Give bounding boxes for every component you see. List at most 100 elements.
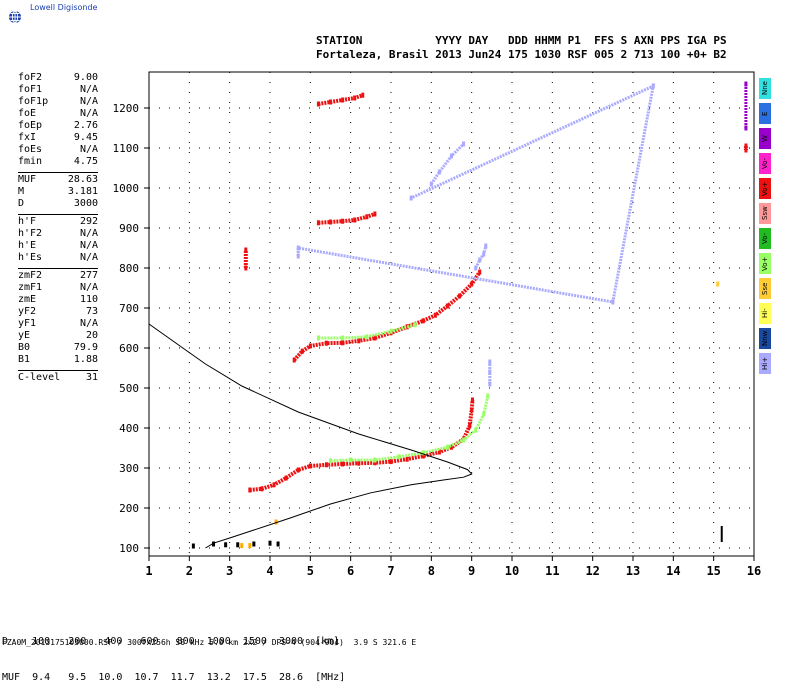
param-row: MUF 28.63 [18, 174, 98, 186]
x-tick-label: 7 [387, 564, 394, 578]
param-row: C-level 31 [18, 372, 98, 384]
param-row: zmF1 N/A [18, 282, 98, 294]
param-row: D 3000 [18, 198, 98, 210]
echo-point [462, 141, 466, 147]
echo-point [329, 458, 332, 464]
echo-point [244, 265, 248, 271]
param-label: zmF2 [18, 270, 43, 281]
param-value: 277 [79, 270, 98, 281]
echo-point [349, 457, 353, 463]
globe-icon [9, 10, 21, 24]
echo-point [373, 335, 377, 341]
echo-point [341, 218, 345, 224]
muf-frequency-row: MUF 9.4 9.5 10.0 10.7 11.7 13.2 17.5 28.… [2, 672, 346, 683]
echo-point [450, 153, 453, 159]
legend-swatch: Vo+ [759, 253, 771, 274]
echo-point [224, 542, 228, 548]
param-row: foF1 N/A [18, 84, 98, 96]
echo-point [316, 101, 320, 107]
legend-label: Sse [761, 282, 769, 295]
echo-point [248, 487, 252, 493]
param-label: MUF [18, 174, 37, 185]
legend-swatch: Hi+ [759, 353, 771, 374]
param-value: 110 [79, 294, 98, 305]
parameter-panel: foF2 9.00 foF1 N/A foF1p N/A foE N/A foEp 2.76 fxI… [18, 72, 98, 384]
param-row: yF2 73 [18, 306, 98, 318]
x-tick-label: 8 [428, 564, 435, 578]
legend-swatch: Nne [759, 78, 771, 99]
param-value: N/A [79, 240, 98, 251]
param-value: 9.45 [73, 132, 98, 143]
echo-point [300, 348, 304, 354]
param-row: yE 20 [18, 330, 98, 342]
echo-point [365, 214, 369, 220]
param-label: foF2 [18, 72, 43, 83]
echo-point [324, 462, 328, 468]
param-separator [18, 364, 98, 371]
param-row: foEs N/A [18, 144, 98, 156]
x-tick-label: 14 [666, 564, 680, 578]
echo-point [744, 81, 748, 87]
param-label: foEs [18, 144, 43, 155]
muf-distance-row: D 100 200 400 600 800 1000 1500 3000 [km… [2, 636, 340, 647]
echo-point [488, 359, 492, 365]
param-row: yF1 N/A [18, 318, 98, 330]
echo-point [445, 444, 449, 450]
legend-swatch: Hi- [759, 303, 771, 324]
echo-point [316, 220, 320, 226]
y-tick-label: 400 [119, 422, 139, 435]
echo-point [248, 543, 252, 549]
param-label: h'F [18, 216, 37, 227]
echo-point [437, 169, 441, 175]
echo-trace [474, 245, 488, 269]
echo-trace [430, 142, 465, 185]
echo-trace [318, 212, 376, 225]
legend-swatch: Sse [759, 278, 771, 299]
echo-point [274, 519, 278, 525]
echo-point [484, 243, 488, 249]
param-separator [18, 166, 98, 173]
echo-point [405, 456, 409, 462]
param-value: 79.9 [73, 342, 98, 353]
echo-point [316, 335, 320, 341]
echo-point [744, 125, 748, 131]
x-tick-label: 16 [747, 564, 761, 578]
y-tick-label: 300 [119, 462, 139, 475]
param-label: yF2 [18, 306, 37, 317]
param-value: 31 [85, 372, 98, 383]
x-tick-label: 3 [226, 564, 233, 578]
legend-label: Hi- [761, 308, 769, 319]
param-row: h'F2 N/A [18, 228, 98, 240]
echo-point [389, 459, 393, 465]
param-row: h'E N/A [18, 240, 98, 252]
echo-point [470, 407, 474, 413]
param-separator [18, 262, 98, 269]
muf-table: D 100 200 400 600 800 1000 1500 3000 [km… [2, 612, 345, 696]
param-value: 20 [85, 330, 98, 341]
echo-point [329, 99, 332, 105]
legend-label: Vo- [761, 157, 769, 170]
param-row: B0 79.9 [18, 342, 98, 354]
echo-point [296, 467, 300, 473]
echo-point [429, 181, 433, 187]
param-value: N/A [79, 252, 98, 263]
param-separator [18, 208, 98, 215]
param-row: h'F 292 [18, 216, 98, 228]
echo-point [433, 312, 437, 318]
echo-point [292, 357, 296, 363]
legend-label: Vo+ [761, 256, 769, 271]
echo-point [445, 303, 449, 309]
echo-point [474, 265, 478, 271]
echo-trace [292, 270, 482, 362]
param-label: yF1 [18, 318, 37, 329]
echo-point [324, 340, 328, 346]
x-tick-label: 1 [145, 564, 152, 578]
ionogram-plot: 1 2 3 4 5 6 7 8 9 10 11 12 13 14 15 1610020030040050060… [113, 71, 761, 578]
echo-point [744, 147, 748, 153]
echo-point [405, 324, 409, 330]
echo-point [296, 253, 300, 259]
echo-point [341, 97, 345, 103]
x-tick-label: 15 [706, 564, 720, 578]
echo-point [308, 463, 312, 469]
echo-point [329, 219, 332, 225]
